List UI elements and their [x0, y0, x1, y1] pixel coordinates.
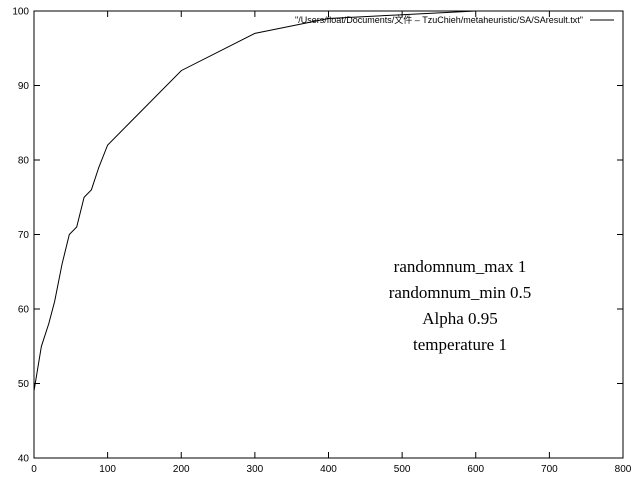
x-tick-label: 800: [615, 464, 632, 475]
annotation-randomnum-max: randomnum_max 1: [394, 257, 527, 276]
annotation-temperature: temperature 1: [413, 335, 507, 354]
x-tick-label: 500: [394, 464, 411, 475]
annotation-block: randomnum_max 1 randomnum_min 0.5 Alpha …: [389, 257, 532, 354]
annotation-randomnum-min: randomnum_min 0.5: [389, 283, 532, 302]
y-tick-label: 70: [18, 230, 30, 241]
x-tick-label: 700: [541, 464, 558, 475]
annotation-alpha: Alpha 0.95: [422, 309, 498, 328]
y-tick-label: 90: [18, 81, 30, 92]
y-tick-label: 60: [18, 305, 30, 316]
series-layer: [33, 10, 623, 391]
x-tick-label: 200: [173, 464, 190, 475]
x-tick-label: 100: [99, 464, 116, 475]
y-tick-label: 80: [18, 156, 30, 167]
axis-ticks: 0 100 200 300 400 500 600 700 800 40 50 60 70 80 90 100: [12, 7, 631, 476]
plot-frame: [33, 10, 624, 459]
legend: "/Users/float/Documents/文件 – TzuChieh/me…: [295, 14, 614, 25]
x-tick-label: 0: [31, 464, 37, 475]
y-tick-label: 40: [18, 454, 30, 465]
x-tick-label: 600: [467, 464, 484, 475]
y-tick-label: 100: [12, 7, 29, 18]
y-tick-label: 50: [18, 379, 30, 390]
legend-label: "/Users/float/Documents/文件 – TzuChieh/me…: [295, 14, 583, 25]
series-line: [33, 10, 623, 391]
x-tick-label: 400: [320, 464, 337, 475]
x-tick-label: 300: [247, 464, 264, 475]
